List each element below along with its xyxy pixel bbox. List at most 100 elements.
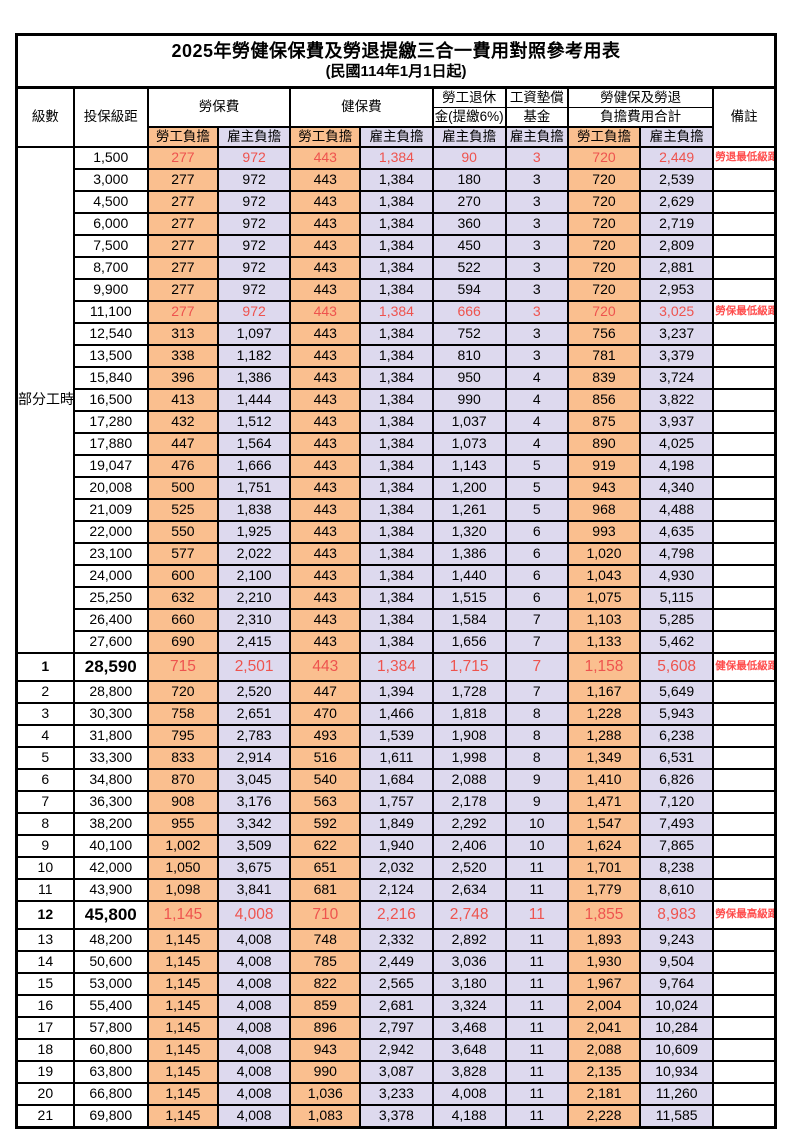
total-employer-cell: 8,983 <box>639 900 715 930</box>
health-ins-employer-cell: 1,384 <box>359 344 434 368</box>
labor-ins-employer-cell: 4,008 <box>216 900 292 930</box>
bracket-cell: 24,000 <box>72 564 149 588</box>
bracket-cell: 4,500 <box>72 190 149 214</box>
bracket-cell: 31,800 <box>72 724 149 748</box>
level-cell: 11 <box>15 878 75 902</box>
header-remark: 備註 <box>712 86 777 148</box>
total-employee-cell: 720 <box>566 278 642 302</box>
table-row: 24,000 600 2,100 443 1,384 1,440 6 1,043 4,930 <box>17 564 777 588</box>
remark-cell <box>712 856 777 880</box>
health-ins-employee-cell: 443 <box>289 586 362 610</box>
wage-fund-employer-cell: 4 <box>504 410 569 434</box>
health-ins-employee-cell: 622 <box>289 834 362 858</box>
labor-ins-employee-cell: 660 <box>146 608 220 632</box>
total-employee-cell: 1,701 <box>566 856 642 880</box>
remark-cell <box>712 680 777 704</box>
pension-employer-cell: 3,036 <box>431 950 507 974</box>
total-employer-cell: 6,531 <box>639 746 715 770</box>
wage-fund-employer-cell: 4 <box>504 366 569 390</box>
labor-ins-employee-cell: 277 <box>146 190 220 214</box>
header-total-line1: 勞健保及勞退 <box>566 86 715 108</box>
health-ins-employee-cell: 443 <box>289 190 362 214</box>
total-employer-cell: 4,635 <box>639 520 715 544</box>
remark-cell <box>712 1060 777 1084</box>
labor-ins-employer-cell: 972 <box>216 190 292 214</box>
total-employee-cell: 720 <box>566 146 642 170</box>
labor-ins-employer-cell: 2,651 <box>216 702 292 726</box>
health-ins-employee-cell: 443 <box>289 498 362 522</box>
table-row: 13,500 338 1,182 443 1,384 810 3 781 3,379 <box>17 344 777 368</box>
labor-ins-employer-cell: 4,008 <box>216 1060 292 1084</box>
wage-fund-employer-cell: 10 <box>504 834 569 858</box>
wage-fund-employer-cell: 6 <box>504 520 569 544</box>
health-ins-employer-cell: 2,124 <box>359 878 434 902</box>
total-employer-cell: 9,243 <box>639 928 715 952</box>
bracket-cell: 28,590 <box>72 652 149 682</box>
wage-fund-employer-cell: 11 <box>504 1038 569 1062</box>
health-ins-employee-cell: 493 <box>289 724 362 748</box>
health-ins-employee-cell: 443 <box>289 652 362 682</box>
total-employee-cell: 720 <box>566 234 642 258</box>
total-employer-cell: 2,719 <box>639 212 715 236</box>
total-employee-cell: 968 <box>566 498 642 522</box>
table-row: 9,900 277 972 443 1,384 594 3 720 2,953 <box>17 278 777 302</box>
wage-fund-employer-cell: 3 <box>504 212 569 236</box>
table-row: 19,047 476 1,666 443 1,384 1,143 5 919 4,198 <box>17 454 777 478</box>
health-ins-employee-cell: 443 <box>289 322 362 346</box>
subheader-pension-employer: 雇主負擔 <box>431 126 507 148</box>
bracket-cell: 16,500 <box>72 388 149 412</box>
labor-ins-employee-cell: 1,145 <box>146 972 220 996</box>
table-row: 23,100 577 2,022 443 1,384 1,386 6 1,020 4,798 <box>17 542 777 566</box>
total-employee-cell: 1,855 <box>566 900 642 930</box>
total-employee-cell: 890 <box>566 432 642 456</box>
labor-ins-employee-cell: 277 <box>146 256 220 280</box>
wage-fund-employer-cell: 5 <box>504 498 569 522</box>
labor-ins-employee-cell: 277 <box>146 168 220 192</box>
page-title: 2025年勞健保保費及勞退提繳三合一費用對照參考用表 <box>171 40 621 61</box>
health-ins-employer-cell: 1,384 <box>359 432 434 456</box>
health-ins-employer-cell: 1,384 <box>359 146 434 170</box>
bracket-cell: 30,300 <box>72 702 149 726</box>
pension-employer-cell: 1,728 <box>431 680 507 704</box>
table-row: 8,700 277 972 443 1,384 522 3 720 2,881 <box>17 256 777 280</box>
remark-cell <box>712 344 777 368</box>
table-row: 25,250 632 2,210 443 1,384 1,515 6 1,075 5,115 <box>17 586 777 610</box>
table-row: 17,880 447 1,564 443 1,384 1,073 4 890 4,025 <box>17 432 777 456</box>
table-row: 6,000 277 972 443 1,384 360 3 720 2,719 <box>17 212 777 236</box>
total-employer-cell: 10,934 <box>639 1060 715 1084</box>
remark-cell <box>712 520 777 544</box>
health-ins-employee-cell: 443 <box>289 388 362 412</box>
remark-cell: 勞保最高級距 <box>712 900 777 930</box>
bracket-cell: 53,000 <box>72 972 149 996</box>
pension-employer-cell: 2,634 <box>431 878 507 902</box>
total-employer-cell: 5,285 <box>639 608 715 632</box>
remark-cell <box>712 878 777 902</box>
health-ins-employee-cell: 443 <box>289 256 362 280</box>
header-wage-fund-line1: 工資墊償 <box>504 86 569 108</box>
labor-ins-employee-cell: 632 <box>146 586 220 610</box>
level-cell: 7 <box>15 790 75 814</box>
subheader-labor-employer: 雇主負擔 <box>216 126 292 148</box>
labor-ins-employer-cell: 4,008 <box>216 1016 292 1040</box>
bracket-cell: 3,000 <box>72 168 149 192</box>
pension-employer-cell: 1,998 <box>431 746 507 770</box>
total-employee-cell: 1,471 <box>566 790 642 814</box>
labor-ins-employee-cell: 277 <box>146 278 220 302</box>
total-employer-cell: 3,379 <box>639 344 715 368</box>
remark-cell: 勞保最低級距 <box>712 300 777 324</box>
total-employee-cell: 943 <box>566 476 642 500</box>
table-row: 13 48,200 1,145 4,008 748 2,332 2,892 11 1,893 9,… <box>15 928 777 952</box>
bracket-cell: 69,800 <box>72 1104 149 1129</box>
bracket-cell: 36,300 <box>72 790 149 814</box>
labor-ins-employer-cell: 4,008 <box>216 994 292 1018</box>
total-employee-cell: 993 <box>566 520 642 544</box>
health-ins-employee-cell: 785 <box>289 950 362 974</box>
labor-ins-employee-cell: 1,145 <box>146 950 220 974</box>
labor-ins-employee-cell: 500 <box>146 476 220 500</box>
wage-fund-employer-cell: 4 <box>504 388 569 412</box>
bracket-cell: 1,500 <box>72 146 149 170</box>
level-cell: 21 <box>15 1104 75 1129</box>
remark-cell <box>712 724 777 748</box>
pension-employer-cell: 180 <box>431 168 507 192</box>
remark-cell <box>712 1082 777 1106</box>
